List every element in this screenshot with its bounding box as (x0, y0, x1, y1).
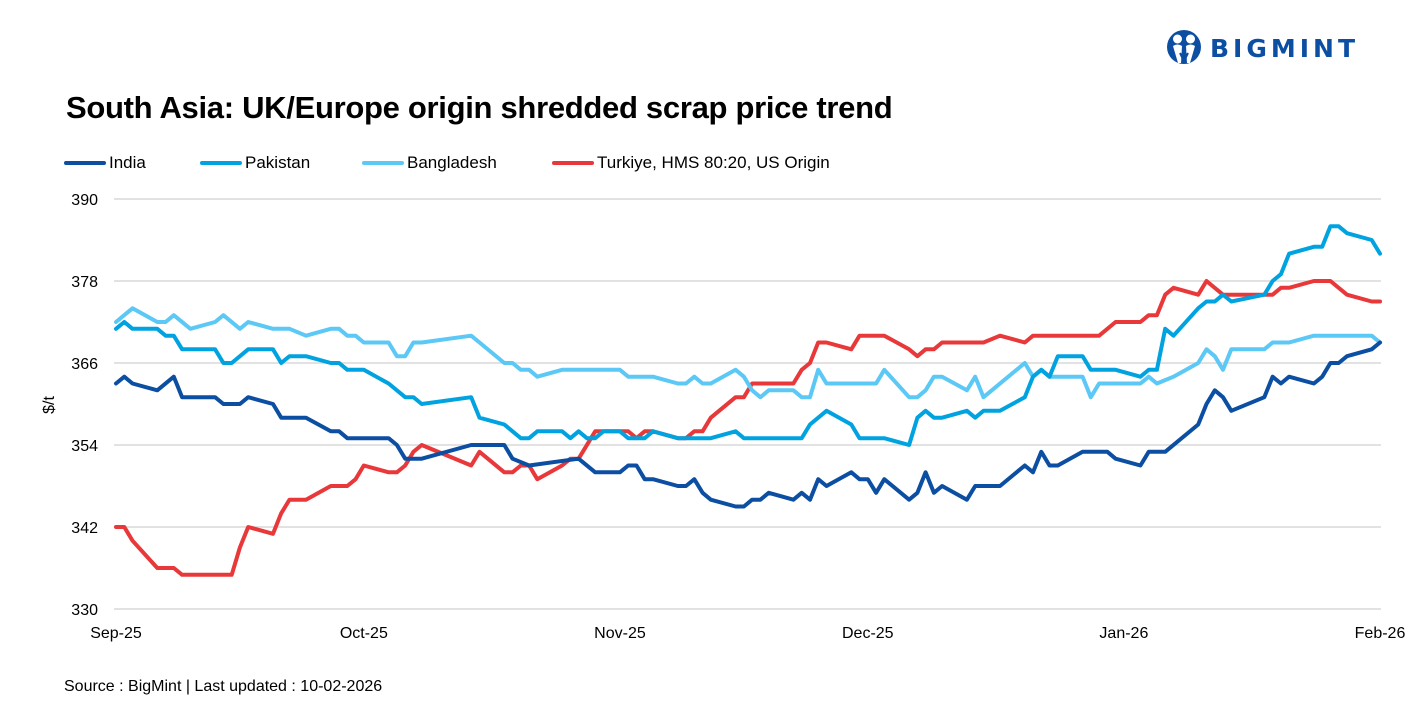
y-tick-label: 378 (71, 274, 98, 291)
y-tick-label: 330 (71, 602, 98, 619)
gridlines (114, 198, 1381, 610)
legend-label-india: India (109, 153, 146, 172)
bigmint-logo: BIGMINT (1166, 29, 1359, 67)
series-line-bangladesh (114, 306, 1382, 400)
legend-swatch-pakistan (200, 161, 242, 165)
series-line-turkiye (114, 279, 1382, 577)
x-tick-label: Oct-25 (340, 625, 388, 642)
legend-label-turkiye: Turkiye, HMS 80:20, US Origin (597, 153, 830, 172)
series-line-india (114, 340, 1382, 509)
x-tick-labels: Sep-25 Oct-25 Nov-25 Dec-25 Jan-26 Feb-26 (90, 625, 1405, 642)
x-tick-label: Dec-25 (842, 625, 894, 642)
y-axis-label: $/t (41, 396, 58, 414)
y-tick-label: 354 (71, 438, 98, 455)
bigmint-people-icon (1167, 30, 1201, 64)
legend-item-turkiye: Turkiye, HMS 80:20, US Origin (552, 151, 830, 175)
legend-swatch-bangladesh (362, 161, 404, 165)
legend-swatch-india (64, 161, 106, 165)
x-tick-label: Feb-26 (1355, 625, 1406, 642)
y-tick-label: 342 (71, 520, 98, 537)
logo-text: BIGMINT (1210, 33, 1360, 63)
x-tick-label: Sep-25 (90, 625, 142, 642)
series-line-pakistan (114, 224, 1382, 447)
legend-item-bangladesh: Bangladesh (362, 151, 497, 175)
x-tick-label: Nov-25 (594, 625, 646, 642)
legend-item-india: India (64, 151, 146, 175)
y-tick-labels: 390 378 366 354 342 330 (71, 192, 98, 619)
chart-title: South Asia: UK/Europe origin shredded sc… (66, 90, 893, 125)
legend-label-bangladesh: Bangladesh (407, 153, 497, 172)
y-tick-label: 390 (71, 192, 98, 209)
y-tick-label: 366 (71, 356, 98, 373)
legend-swatch-turkiye (552, 161, 594, 165)
source-note: Source : BigMint | Last updated : 10-02-… (64, 678, 383, 695)
legend-label-pakistan: Pakistan (245, 153, 311, 172)
series-lines (114, 224, 1382, 577)
legend-item-pakistan: Pakistan (200, 151, 310, 175)
x-tick-label: Jan-26 (1099, 625, 1148, 642)
